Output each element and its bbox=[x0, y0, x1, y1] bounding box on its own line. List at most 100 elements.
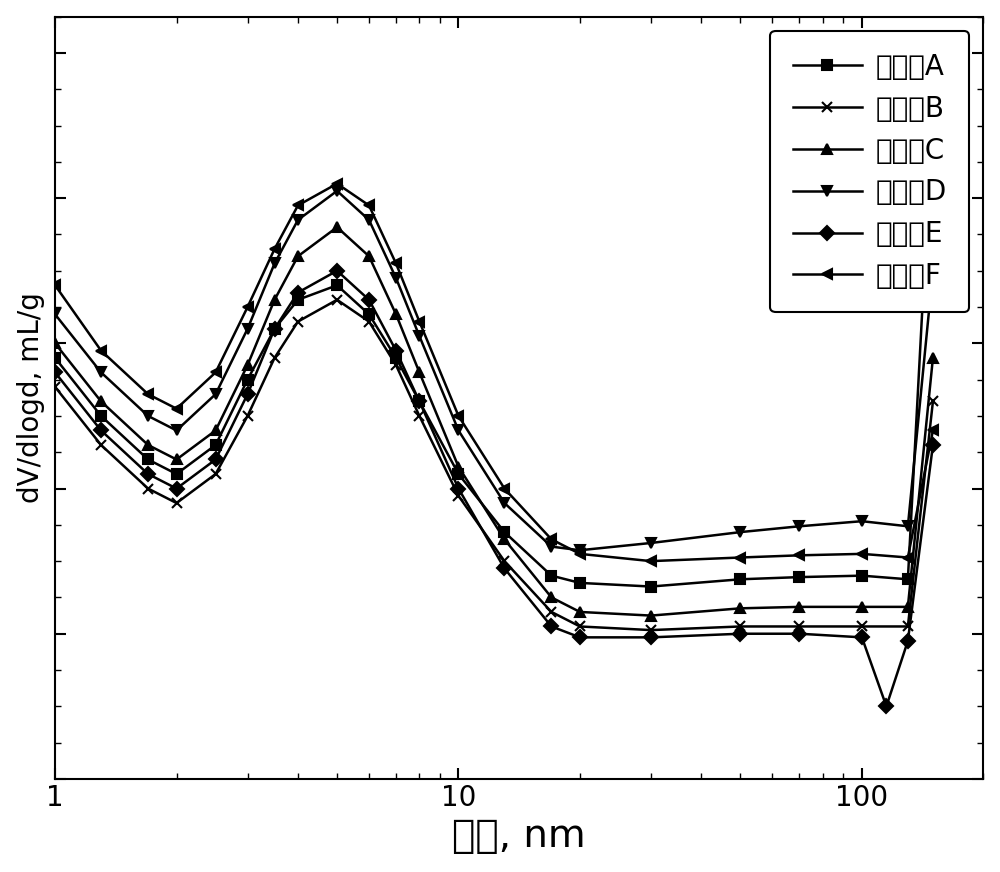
催化剂C bbox=[331, 222, 343, 233]
催化剂E bbox=[927, 439, 939, 450]
催化剂F bbox=[331, 179, 343, 189]
催化剂F bbox=[902, 552, 914, 562]
催化剂D bbox=[793, 521, 805, 532]
催化剂F bbox=[242, 302, 254, 312]
催化剂F bbox=[210, 367, 222, 378]
催化剂C bbox=[645, 610, 657, 621]
催化剂D bbox=[363, 215, 375, 225]
催化剂C bbox=[210, 426, 222, 436]
催化剂E bbox=[545, 621, 557, 631]
催化剂E bbox=[734, 629, 746, 639]
催化剂D bbox=[49, 309, 61, 319]
催化剂E bbox=[856, 632, 868, 643]
催化剂E bbox=[363, 295, 375, 305]
催化剂B bbox=[734, 621, 746, 631]
Line: 催化剂C: 催化剂C bbox=[50, 222, 938, 621]
催化剂C bbox=[902, 602, 914, 612]
催化剂F bbox=[95, 345, 107, 356]
催化剂D bbox=[242, 324, 254, 334]
Line: 催化剂A: 催化剂A bbox=[50, 106, 938, 591]
催化剂D bbox=[734, 527, 746, 537]
催化剂C bbox=[242, 360, 254, 371]
催化剂E bbox=[880, 701, 892, 712]
催化剂B bbox=[210, 469, 222, 480]
催化剂D bbox=[95, 367, 107, 378]
催化剂F bbox=[390, 258, 402, 269]
催化剂D bbox=[171, 426, 183, 436]
催化剂B bbox=[242, 411, 254, 421]
催化剂A bbox=[902, 574, 914, 584]
催化剂B bbox=[574, 621, 586, 631]
催化剂F bbox=[171, 404, 183, 414]
催化剂D bbox=[856, 516, 868, 527]
催化剂C bbox=[856, 602, 868, 612]
催化剂E bbox=[269, 324, 281, 334]
催化剂C bbox=[927, 352, 939, 363]
催化剂B bbox=[142, 483, 154, 494]
催化剂F bbox=[49, 280, 61, 290]
催化剂D bbox=[498, 498, 510, 508]
催化剂A bbox=[498, 527, 510, 537]
催化剂C bbox=[793, 602, 805, 612]
催化剂B bbox=[902, 621, 914, 631]
Line: 催化剂D: 催化剂D bbox=[50, 186, 938, 555]
催化剂D bbox=[210, 389, 222, 399]
催化剂F bbox=[269, 244, 281, 255]
催化剂E bbox=[95, 426, 107, 436]
催化剂A bbox=[142, 454, 154, 465]
Line: 催化剂F: 催化剂F bbox=[50, 179, 938, 566]
催化剂A bbox=[242, 374, 254, 385]
催化剂B bbox=[793, 621, 805, 631]
催化剂F bbox=[545, 535, 557, 545]
催化剂A bbox=[545, 570, 557, 581]
催化剂E bbox=[413, 396, 425, 406]
催化剂E bbox=[793, 629, 805, 639]
催化剂E bbox=[574, 632, 586, 643]
催化剂C bbox=[734, 603, 746, 614]
催化剂E bbox=[645, 632, 657, 643]
催化剂A bbox=[363, 309, 375, 319]
催化剂E bbox=[902, 636, 914, 646]
催化剂C bbox=[171, 454, 183, 465]
催化剂C bbox=[269, 295, 281, 305]
催化剂D bbox=[902, 521, 914, 532]
催化剂E bbox=[242, 389, 254, 399]
催化剂E bbox=[142, 469, 154, 480]
催化剂F bbox=[413, 317, 425, 327]
催化剂A bbox=[95, 411, 107, 421]
催化剂C bbox=[95, 396, 107, 406]
催化剂C bbox=[545, 592, 557, 603]
催化剂F bbox=[734, 552, 746, 562]
催化剂A bbox=[269, 324, 281, 334]
催化剂F bbox=[574, 548, 586, 559]
催化剂E bbox=[390, 345, 402, 356]
Legend: 催化剂A, 催化剂B, 催化剂C, 催化剂D, 催化剂E, 催化剂F: 催化剂A, 催化剂B, 催化剂C, 催化剂D, 催化剂E, 催化剂F bbox=[770, 31, 969, 312]
催化剂A bbox=[645, 582, 657, 592]
催化剂B bbox=[269, 352, 281, 363]
催化剂B bbox=[545, 607, 557, 617]
催化剂D bbox=[645, 538, 657, 548]
催化剂A bbox=[856, 570, 868, 581]
催化剂C bbox=[49, 338, 61, 349]
催化剂C bbox=[413, 367, 425, 378]
催化剂B bbox=[292, 317, 304, 327]
催化剂E bbox=[498, 563, 510, 574]
催化剂F bbox=[142, 389, 154, 399]
催化剂E bbox=[210, 454, 222, 465]
催化剂A bbox=[793, 572, 805, 582]
催化剂B bbox=[645, 625, 657, 636]
催化剂E bbox=[452, 483, 464, 494]
催化剂E bbox=[331, 265, 343, 276]
催化剂E bbox=[49, 367, 61, 378]
催化剂A bbox=[413, 396, 425, 406]
催化剂C bbox=[292, 251, 304, 262]
Y-axis label: dV/dlogd, mL/g: dV/dlogd, mL/g bbox=[17, 292, 45, 503]
催化剂F bbox=[363, 201, 375, 211]
X-axis label: 孔径, nm: 孔径, nm bbox=[452, 817, 586, 855]
催化剂C bbox=[142, 439, 154, 450]
催化剂F bbox=[292, 201, 304, 211]
催化剂C bbox=[574, 607, 586, 617]
催化剂A bbox=[452, 469, 464, 480]
催化剂D bbox=[269, 258, 281, 269]
催化剂B bbox=[49, 382, 61, 392]
